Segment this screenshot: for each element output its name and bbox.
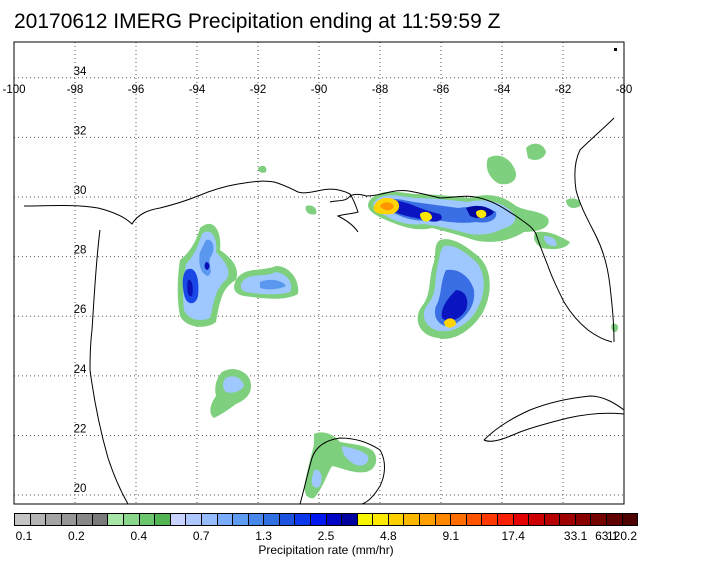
precip-area <box>223 376 244 393</box>
colorbar-swatch <box>61 514 78 525</box>
precip-area <box>311 469 322 488</box>
yucatan-coast <box>299 437 385 505</box>
colorbar-swatch <box>217 514 234 525</box>
colorbar-swatch <box>108 514 125 525</box>
lat-tick-label: 22 <box>74 423 87 435</box>
precip-area <box>476 209 487 219</box>
colorbar-tick-label: 17.4 <box>501 529 525 543</box>
colorbar-swatch <box>342 514 358 525</box>
colorbar-swatch <box>435 514 452 525</box>
colorbar-labels: 0.1 0.2 0.4 0.7 1.3 2.5 4.8 9.1 17.4 33.1 63.1 120.… <box>14 529 638 545</box>
colorbar-swatch <box>513 514 530 525</box>
colorbar-swatch <box>404 514 421 525</box>
lat-tick-label: 26 <box>74 304 87 316</box>
colorbar-swatch <box>155 514 171 525</box>
precip-area <box>304 432 377 499</box>
colorbar-swatch <box>482 514 498 525</box>
cuba-coast <box>483 395 625 441</box>
page-title: 20170612 IMERG Precipitation ending at 1… <box>14 10 501 33</box>
mexico-coast <box>89 369 129 505</box>
marker-dot <box>614 48 617 51</box>
precipitation-layer <box>177 143 619 499</box>
colorbar-tick-label: 33.1 <box>563 529 588 543</box>
precip-area <box>526 143 546 160</box>
lat-tick-label: 32 <box>74 125 87 137</box>
colorbar-tick-label: 63.1 <box>595 529 619 543</box>
axis-tick-labels: -100 -98 -96 -94 -92 -90 -88 -86 -84 -82 -80343230… <box>2 66 632 495</box>
precip-area <box>260 279 286 290</box>
precip-area <box>187 279 193 297</box>
colorbar-tick-label: 0.4 <box>130 529 148 543</box>
colorbar-swatch <box>30 514 47 525</box>
precip-area <box>486 155 517 185</box>
colorbar-swatch <box>186 514 202 525</box>
colorbar-swatch <box>15 514 31 525</box>
precip-area <box>199 239 214 276</box>
colorbar-tick-label: 4.8 <box>380 529 397 543</box>
precip-area <box>342 446 369 466</box>
colorbar-swatch <box>264 514 280 525</box>
precip-area <box>611 323 619 332</box>
colorbar-tick-label: 120.2 <box>606 529 638 543</box>
colorbar-swatch <box>77 514 93 525</box>
precip-area <box>441 290 468 321</box>
precip-area <box>444 318 456 328</box>
colorbar-swatch <box>326 514 343 525</box>
colorbar-swatch <box>310 514 327 525</box>
map-frame <box>13 41 625 505</box>
colorbar-swatch <box>388 514 405 525</box>
precip-area <box>210 369 252 418</box>
colorbar-tick-label: 0.1 <box>15 529 33 543</box>
colorbar-swatch <box>279 514 296 525</box>
mississippi-delta <box>329 190 613 343</box>
colorbar-swatch <box>201 514 218 525</box>
colorbar-swatch <box>466 514 483 525</box>
colorbar-swatch <box>46 514 62 525</box>
colorbar-swatch <box>92 514 109 525</box>
colorbar-swatch <box>544 514 561 525</box>
colorbar-swatch <box>139 514 156 525</box>
colorbar-swatch <box>497 514 514 525</box>
colorbar <box>14 513 638 526</box>
precip-area <box>305 205 317 215</box>
colorbar-swatch <box>420 514 436 525</box>
colorbar-tick-label: 2.5 <box>317 529 335 543</box>
lat-tick-label: 30 <box>74 185 87 197</box>
coastline <box>23 117 625 505</box>
colorbar-tick-label: 0.7 <box>192 529 210 543</box>
colorbar-swatch <box>451 514 467 525</box>
lat-tick-label: 20 <box>74 483 87 495</box>
colorbar-swatch <box>591 514 607 525</box>
precip-area <box>258 165 267 173</box>
colorbar-swatch <box>575 514 592 525</box>
lat-tick-label: 24 <box>74 364 87 376</box>
precip-area <box>566 198 581 208</box>
lat-tick-label: 34 <box>74 66 87 78</box>
colorbar-swatch <box>248 514 265 525</box>
colorbar-swatch <box>295 514 311 525</box>
colorbar-tick-label: 0.2 <box>68 529 85 543</box>
florida-coast <box>574 117 615 343</box>
precip-area <box>420 211 432 222</box>
colorbar-swatch <box>170 514 187 525</box>
colorbar-swatch <box>373 514 389 525</box>
precip-area <box>380 202 394 211</box>
precip-area <box>204 262 210 270</box>
colorbar-swatch <box>357 514 374 525</box>
precip-area <box>544 236 557 246</box>
colorbar-tick-label: 1.3 <box>255 529 272 543</box>
cuba-south-coast <box>483 412 625 442</box>
texas-coast <box>89 229 101 371</box>
lat-tick-label: 28 <box>74 245 87 257</box>
colorbar-swatch <box>124 514 140 525</box>
colorbar-swatch <box>606 514 623 525</box>
colorbar-swatch <box>622 514 638 525</box>
colorbar-tick-label: 9.1 <box>442 529 460 543</box>
colorbar-swatch <box>529 514 545 525</box>
colorbar-swatch <box>560 514 576 525</box>
colorbar-title: Precipitation rate (mm/hr) <box>258 543 394 557</box>
colorbar-swatch <box>233 514 249 525</box>
gulf-coastline <box>23 180 359 233</box>
